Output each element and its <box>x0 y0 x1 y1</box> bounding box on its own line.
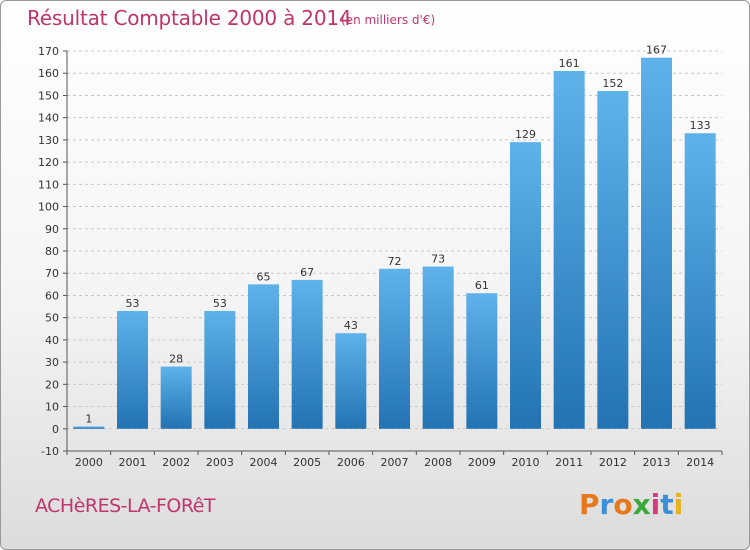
data-label-2011: 161 <box>559 57 580 70</box>
bar-2005 <box>291 279 323 429</box>
y-tick-label: 150 <box>38 89 59 102</box>
y-tick-label: 110 <box>38 178 59 191</box>
bar-2000 <box>73 426 105 429</box>
y-tick-label: 130 <box>38 134 59 147</box>
x-tick-label: 2005 <box>293 456 321 469</box>
y-tick-label: 80 <box>45 245 59 258</box>
x-tick-label: 2012 <box>599 456 627 469</box>
data-label-2003: 53 <box>213 297 227 310</box>
town-name: ACHèRES-LA-FORêT <box>35 495 216 517</box>
logo-letter: t <box>660 488 674 521</box>
y-tick-label: 100 <box>38 201 59 214</box>
y-tick-label: 0 <box>52 423 59 436</box>
y-tick-label: 30 <box>45 356 59 369</box>
data-label-2000: 1 <box>85 413 92 426</box>
bar-2003 <box>204 311 236 429</box>
data-label-2013: 167 <box>646 44 667 57</box>
data-label-2010: 129 <box>515 128 536 141</box>
axes: -10 0 10 20 30 40 50 60 70 80 90 100 110 120 130 140 150… <box>38 45 723 469</box>
logo-letter: o <box>613 488 633 521</box>
bar-2008 <box>422 266 454 429</box>
y-tick-label: 40 <box>45 334 59 347</box>
y-tick-label: 120 <box>38 156 59 169</box>
bar-2014 <box>684 133 716 429</box>
y-tick-label: 10 <box>45 401 59 414</box>
data-label-2014: 133 <box>690 119 711 132</box>
x-tick-label: 2009 <box>468 456 496 469</box>
x-tick-label: 2010 <box>512 456 540 469</box>
data-label-2006: 43 <box>344 319 358 332</box>
bar-2012 <box>597 91 629 429</box>
data-labels: 1 53 28 53 65 67 43 72 73 61 129 161 152 167 133 <box>85 44 710 426</box>
chart-subtitle: (en milliers d'€) <box>341 13 436 27</box>
y-tick-label: 140 <box>38 112 59 125</box>
x-tick-label: 2004 <box>250 456 278 469</box>
logo-letter: i <box>650 488 661 521</box>
proxiti-logo: Proxiti <box>579 488 683 521</box>
y-tick-label: 160 <box>38 67 59 80</box>
y-tick-label: 170 <box>38 45 59 58</box>
logo-letter: i <box>673 488 684 521</box>
data-label-2007: 72 <box>388 255 402 268</box>
y-tick-label: 90 <box>45 223 59 236</box>
x-tick-label: 2000 <box>75 456 103 469</box>
x-tick-label: 2001 <box>119 456 147 469</box>
x-tick-label: 2007 <box>381 456 409 469</box>
bar-2004 <box>248 284 279 429</box>
bar-2002 <box>160 366 192 429</box>
bar-2007 <box>379 268 410 429</box>
x-tick-label: 2003 <box>206 456 234 469</box>
y-tick-label: 60 <box>45 289 59 302</box>
bar-2001 <box>117 311 148 429</box>
y-tick-label: 20 <box>45 378 59 391</box>
logo-letter: P <box>579 488 600 521</box>
bars <box>73 57 716 429</box>
x-tick-label: 2002 <box>162 456 190 469</box>
x-tick-label: 2008 <box>424 456 452 469</box>
bar-2011 <box>553 71 585 429</box>
chart-title: Résultat Comptable 2000 à 2014 <box>27 6 352 30</box>
x-tick-label: 2013 <box>643 456 671 469</box>
data-label-2009: 61 <box>475 279 489 292</box>
data-label-2012: 152 <box>602 77 623 90</box>
y-tick-label: -10 <box>41 445 59 458</box>
bar-2013 <box>641 57 672 429</box>
logo-letter: r <box>599 488 614 521</box>
data-label-2002: 28 <box>169 353 183 366</box>
data-label-2004: 65 <box>257 270 271 283</box>
logo-letter: x <box>632 488 651 521</box>
bar-2010 <box>510 142 541 429</box>
y-tick-label: 70 <box>45 267 59 280</box>
y-tick-label: 50 <box>45 312 59 325</box>
data-label-2005: 67 <box>300 266 314 279</box>
bar-2006 <box>335 333 367 429</box>
x-tick-label: 2006 <box>337 456 365 469</box>
data-label-2001: 53 <box>126 297 140 310</box>
data-label-2008: 73 <box>431 253 445 266</box>
x-tick-label: 2011 <box>555 456 583 469</box>
bar-2009 <box>466 293 498 429</box>
x-tick-label: 2014 <box>686 456 714 469</box>
